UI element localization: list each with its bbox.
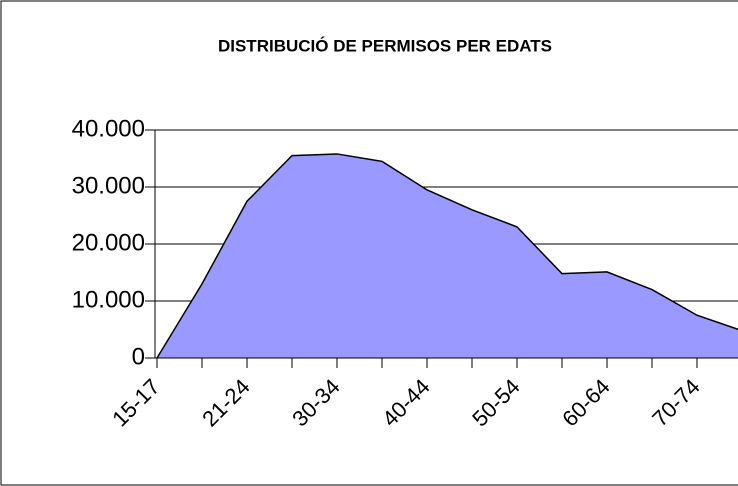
y-tick-label: 0 [132,343,145,370]
chart-title: DISTRIBUCIÓ DE PERMISOS PER EDATS [218,36,552,55]
y-tick-label: 30.000 [72,172,145,199]
y-tick-label: 40.000 [72,115,145,142]
area-outline [156,153,738,359]
y-tick-label: 20.000 [72,229,145,256]
y-tick-label: 10.000 [72,286,145,313]
area [157,153,738,358]
